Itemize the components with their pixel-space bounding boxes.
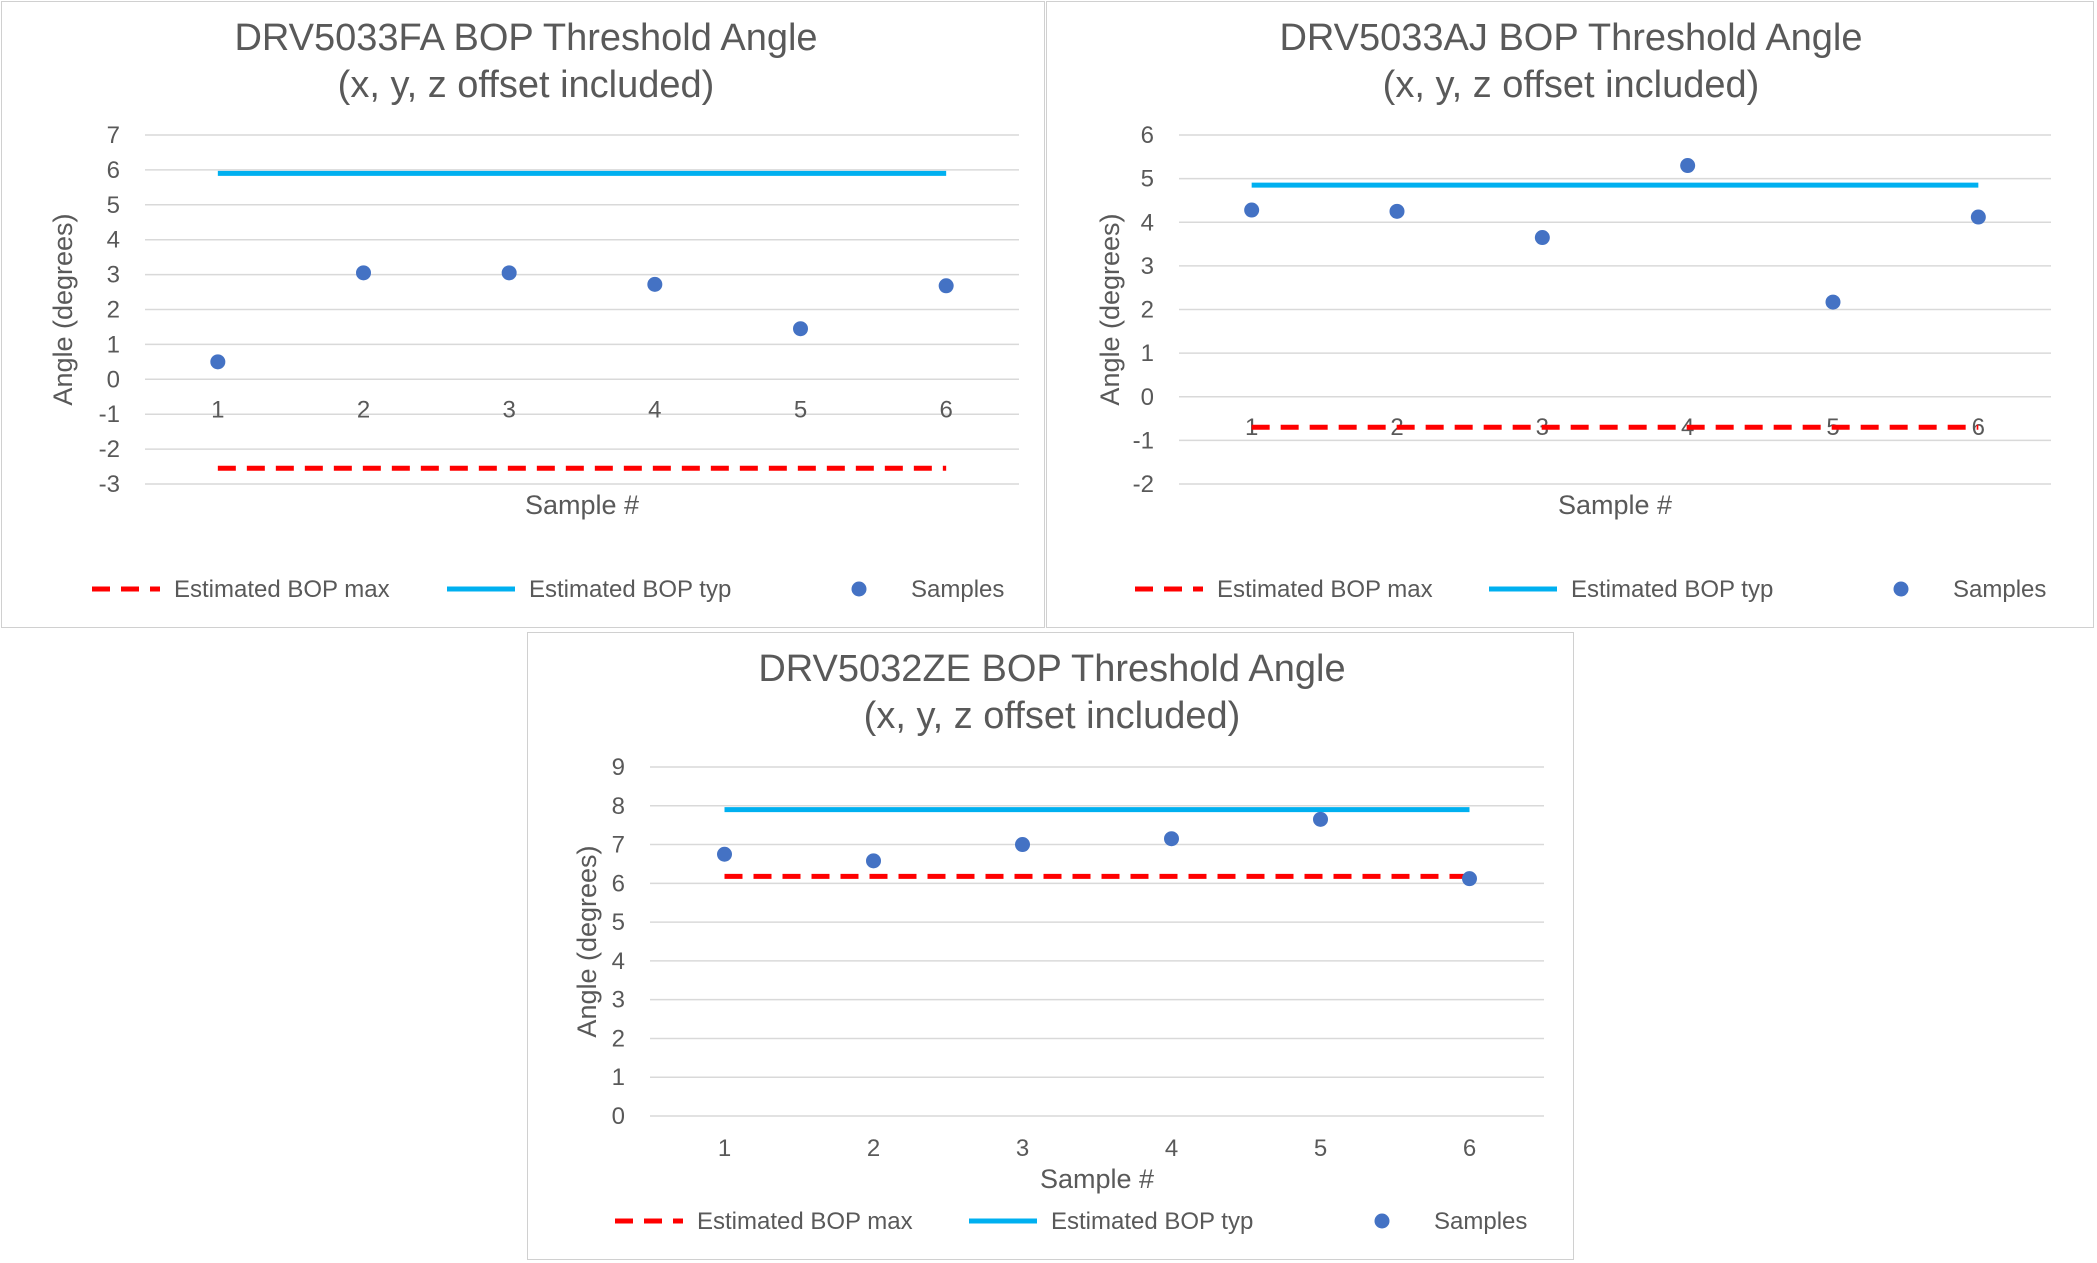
y-tick-label: 5 (107, 192, 120, 219)
x-tick-label: 3 (1016, 1135, 1029, 1162)
y-tick-label: 8 (612, 793, 625, 820)
sample-point (356, 265, 371, 281)
sample-point (647, 276, 663, 292)
chart-panel-drv5033fa: DRV5033FA BOP Threshold Angle (x, y, z of… (1, 1, 1045, 628)
x-tick-label: 1 (718, 1135, 731, 1162)
chart-panel-drv5033aj: DRV5033AJ BOP Threshold Angle (x, y, z of… (1046, 1, 2094, 628)
y-tick-label: 6 (1141, 122, 1154, 149)
legend-label: Estimated BOP max (1217, 576, 1433, 603)
y-tick-label: 1 (612, 1064, 625, 1091)
y-tick-label: 1 (1141, 340, 1154, 367)
y-tick-label: 5 (1141, 166, 1154, 193)
legend-label: Estimated BOP typ (1571, 576, 1773, 603)
y-tick-label: 9 (612, 754, 625, 781)
x-tick-label: 4 (648, 396, 661, 423)
legend-marker-samples (851, 581, 867, 597)
sample-point (1389, 203, 1405, 219)
y-tick-label: -2 (1133, 471, 1154, 498)
legend-marker-samples (1893, 581, 1909, 597)
sample-point (1970, 209, 1986, 225)
x-tick-label: 5 (794, 396, 807, 423)
y-tick-label: 6 (612, 870, 625, 897)
sample-point (1534, 230, 1550, 246)
x-tick-label: 4 (1165, 1135, 1178, 1162)
legend-marker-samples (1374, 1213, 1390, 1229)
legend-label: Estimated BOP typ (529, 576, 731, 603)
chart-drv5033fa: DRV5033FA BOP Threshold Angle (x, y, z of… (48, 17, 1019, 603)
sample-point (501, 265, 517, 281)
sample-point (1825, 294, 1841, 310)
y-tick-label: 1 (107, 331, 120, 358)
y-tick-label: 4 (107, 227, 120, 254)
x-axis-label: Sample # (1040, 1164, 1154, 1194)
sample-point (938, 278, 954, 294)
x-tick-label: 2 (357, 396, 370, 423)
x-tick-label: 1 (1245, 414, 1258, 441)
y-axis-label: Angle (degrees) (1095, 213, 1125, 405)
y-tick-label: 4 (612, 948, 625, 975)
y-tick-label: 5 (612, 909, 625, 936)
y-tick-label: 0 (1141, 384, 1154, 411)
x-tick-label: 6 (1463, 1135, 1476, 1162)
y-tick-label: 4 (1141, 209, 1154, 236)
y-tick-label: 7 (612, 832, 625, 859)
legend-label: Estimated BOP max (697, 1208, 913, 1235)
y-tick-label: 2 (107, 297, 120, 324)
chart-drv5032ze: DRV5032ZE BOP Threshold Angle (x, y, z of… (572, 648, 1544, 1235)
chart-title: DRV5032ZE BOP Threshold Angle (758, 648, 1345, 690)
chart-subtitle: (x, y, z offset included) (1383, 64, 1760, 106)
x-tick-label: 1 (211, 396, 224, 423)
y-tick-label: 3 (107, 262, 120, 289)
y-tick-label: 2 (1141, 297, 1154, 324)
y-axis-label: Angle (degrees) (572, 845, 602, 1037)
chart-title: DRV5033FA BOP Threshold Angle (234, 17, 817, 59)
x-axis-label: Sample # (525, 490, 639, 520)
legend-label: Estimated BOP max (174, 576, 390, 603)
y-tick-label: 0 (612, 1103, 625, 1130)
legend-label: Estimated BOP typ (1051, 1208, 1253, 1235)
y-tick-label: 3 (1141, 253, 1154, 280)
y-tick-label: -1 (99, 401, 120, 428)
sample-point (1462, 871, 1477, 887)
sample-point (866, 853, 881, 869)
chart-drv5033aj: DRV5033AJ BOP Threshold Angle (x, y, z of… (1095, 17, 2051, 603)
sample-point (1164, 831, 1179, 847)
sample-point (1244, 202, 1260, 218)
chart-subtitle: (x, y, z offset included) (338, 64, 715, 106)
chart-panel-drv5032ze: DRV5032ZE BOP Threshold Angle (x, y, z of… (527, 632, 1574, 1260)
y-tick-label: -2 (99, 436, 120, 463)
sample-point (793, 321, 808, 337)
x-axis-label: Sample # (1558, 490, 1672, 520)
sample-point (717, 846, 732, 862)
y-tick-label: -3 (99, 471, 120, 498)
sample-point (210, 354, 226, 370)
x-tick-label: 6 (939, 396, 952, 423)
x-tick-label: 3 (502, 396, 515, 423)
sample-point (1015, 837, 1030, 853)
chart-title: DRV5033AJ BOP Threshold Angle (1279, 17, 1862, 59)
y-axis-label: Angle (degrees) (48, 213, 78, 405)
y-tick-label: 6 (107, 157, 120, 184)
legend-label: Samples (1953, 576, 2046, 603)
sample-point (1313, 811, 1328, 827)
sample-point (1680, 158, 1696, 174)
x-tick-label: 5 (1314, 1135, 1327, 1162)
chart-subtitle: (x, y, z offset included) (864, 695, 1241, 737)
y-tick-label: 2 (612, 1025, 625, 1052)
legend-label: Samples (1434, 1208, 1527, 1235)
y-tick-label: 7 (107, 122, 120, 149)
legend-label: Samples (911, 576, 1004, 603)
y-tick-label: 0 (107, 366, 120, 393)
y-tick-label: 3 (612, 987, 625, 1014)
x-tick-label: 2 (867, 1135, 880, 1162)
y-tick-label: -1 (1133, 427, 1154, 454)
